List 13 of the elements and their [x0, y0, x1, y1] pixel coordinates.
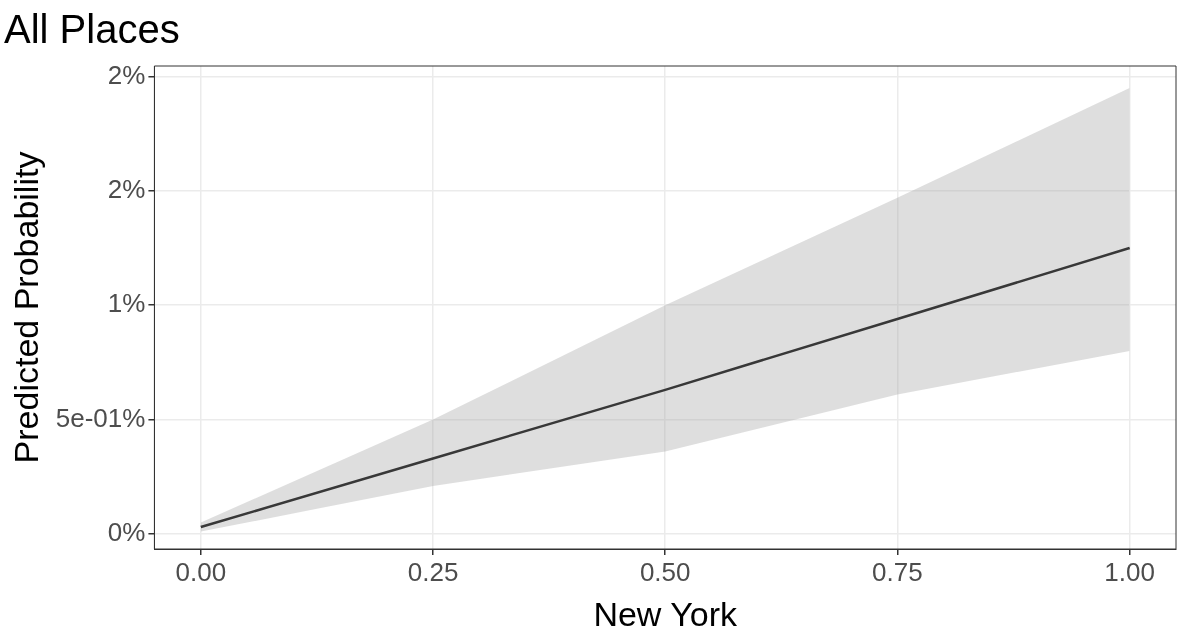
y-tick-label: 1%	[107, 288, 146, 319]
x-axis-title: New York	[593, 594, 739, 633]
chart-title: All Places	[4, 7, 180, 52]
y-axis-title: Predicted Probability	[6, 151, 45, 464]
y-tick-label: 0%	[107, 517, 146, 548]
x-tick-label: 0.75	[872, 556, 923, 587]
x-tick-label: 0.00	[175, 556, 227, 587]
x-tick-label: 1.00	[1104, 556, 1155, 587]
y-tick-label: 2%	[107, 59, 146, 90]
y-tick-label: 2%	[107, 174, 146, 205]
y-tick-label: 5e-01%	[55, 402, 146, 433]
x-tick-label: 0.25	[407, 556, 459, 587]
x-tick-label: 0.50	[639, 556, 691, 587]
